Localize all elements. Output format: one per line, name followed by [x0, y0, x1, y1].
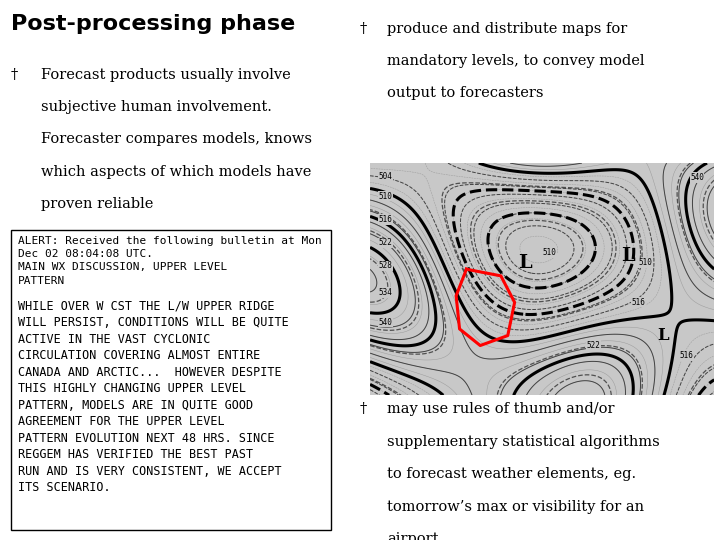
Text: which aspects of which models have: which aspects of which models have	[41, 165, 312, 179]
Text: L: L	[621, 247, 635, 265]
Text: may use rules of thumb and/or: may use rules of thumb and/or	[387, 402, 615, 416]
Text: produce and distribute maps for: produce and distribute maps for	[387, 22, 628, 36]
FancyBboxPatch shape	[11, 230, 331, 530]
Text: Forecaster compares models, knows: Forecaster compares models, knows	[41, 132, 312, 146]
Text: 516: 516	[631, 298, 645, 307]
Text: †: †	[360, 402, 367, 416]
Text: Post-processing phase: Post-processing phase	[11, 14, 295, 33]
Text: 540: 540	[379, 318, 392, 327]
Text: WHILE OVER W CST THE L/W UPPER RIDGE
WILL PERSIST, CONDITIONS WILL BE QUITE
ACTI: WHILE OVER W CST THE L/W UPPER RIDGE WIL…	[18, 300, 289, 494]
Text: tomorrow’s max or visibility for an: tomorrow’s max or visibility for an	[387, 500, 644, 514]
Text: supplementary statistical algorithms: supplementary statistical algorithms	[387, 435, 660, 449]
Text: Forecast products usually involve: Forecast products usually involve	[41, 68, 291, 82]
Text: 510: 510	[639, 258, 652, 267]
Text: subjective human involvement.: subjective human involvement.	[41, 100, 272, 114]
Text: 504: 504	[379, 172, 392, 181]
Text: airport: airport	[387, 532, 439, 540]
Text: 528: 528	[379, 261, 392, 271]
Text: to forecast weather elements, eg.: to forecast weather elements, eg.	[387, 467, 636, 481]
Text: 522: 522	[379, 238, 392, 247]
Text: ALERT: Received the following bulletin at Mon
Dec 02 08:04:08 UTC.
MAIN WX DISCU: ALERT: Received the following bulletin a…	[18, 236, 322, 286]
Text: L: L	[518, 254, 532, 272]
Text: 522: 522	[587, 341, 600, 350]
Text: 516: 516	[379, 215, 392, 224]
Text: 510: 510	[542, 248, 556, 257]
Text: proven reliable: proven reliable	[41, 197, 153, 211]
Text: †: †	[360, 22, 367, 36]
Text: output to forecasters: output to forecasters	[387, 86, 544, 100]
Text: 516: 516	[680, 351, 693, 360]
Text: 540: 540	[690, 173, 704, 182]
Text: 510: 510	[379, 192, 392, 201]
Text: mandatory levels, to convey model: mandatory levels, to convey model	[387, 54, 645, 68]
Text: 534: 534	[379, 288, 392, 297]
Text: L: L	[657, 327, 668, 344]
Text: †: †	[11, 68, 18, 82]
